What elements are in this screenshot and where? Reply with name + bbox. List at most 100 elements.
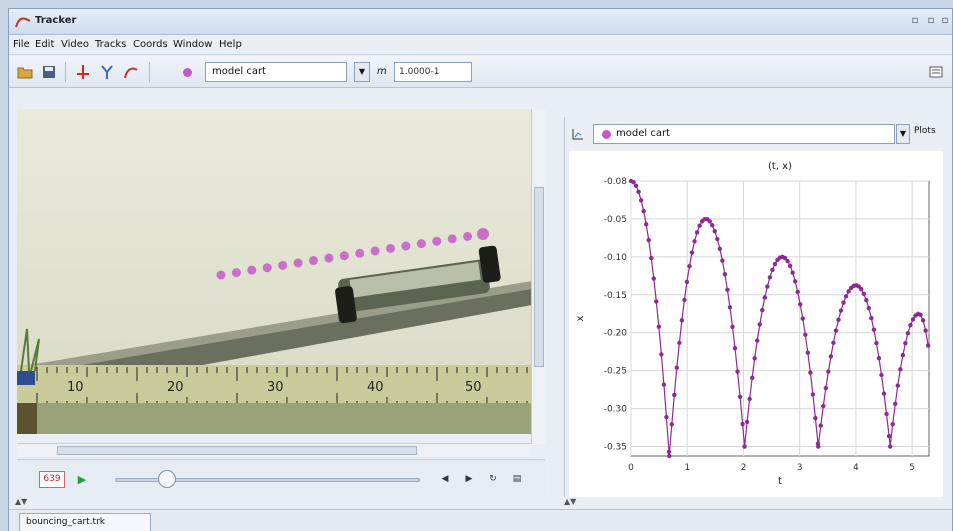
data-point xyxy=(795,289,800,295)
minimize-icon[interactable]: ▫ xyxy=(911,15,919,26)
data-point xyxy=(818,423,823,428)
menu-coords[interactable]: Coords xyxy=(133,39,168,50)
menu-window[interactable]: Window xyxy=(173,39,213,50)
ruler-label: 30 xyxy=(267,380,284,395)
menu-file[interactable]: File xyxy=(13,39,30,50)
data-point xyxy=(831,340,836,345)
data-point xyxy=(861,291,866,297)
data-point xyxy=(664,414,669,420)
menu-help[interactable]: Help xyxy=(219,39,242,50)
data-point xyxy=(722,271,728,277)
data-point xyxy=(923,328,928,333)
ruler-label: 50 xyxy=(465,380,482,395)
data-point xyxy=(792,279,798,284)
settings-icon[interactable]: ▤ xyxy=(512,474,522,484)
data-point xyxy=(742,444,747,449)
video-vertical-scrollbar[interactable] xyxy=(531,109,546,444)
data-point xyxy=(841,300,846,305)
calibration-icon[interactable] xyxy=(97,62,117,82)
axes-icon[interactable] xyxy=(73,62,93,82)
x-tick-label: 1 xyxy=(684,463,690,473)
data-point xyxy=(908,323,913,328)
mass-field[interactable]: 1.0000-1 xyxy=(394,62,472,82)
data-point xyxy=(749,375,755,380)
trail-point xyxy=(386,243,396,253)
scroll-thumb[interactable] xyxy=(534,187,544,367)
menu-video[interactable]: Video xyxy=(61,39,90,50)
data-point xyxy=(905,330,911,336)
split-divider-icon[interactable]: ▲▼ xyxy=(564,497,577,506)
data-point xyxy=(823,385,829,391)
player-bar: 639 ▶ ◀ ▶ ↻ ▤ xyxy=(17,459,545,497)
plots-button[interactable]: Plots xyxy=(914,126,936,136)
tracker-window: Tracker ▫ ▫ ▫ File Edit Video Tracks Coo… xyxy=(8,8,953,531)
data-point xyxy=(838,308,844,313)
chart-title: (t, x) xyxy=(768,161,792,172)
trail-point xyxy=(262,263,272,273)
data-point xyxy=(821,403,826,409)
data-point xyxy=(782,255,788,261)
slider-knob[interactable] xyxy=(157,470,176,488)
video-horizontal-scrollbar[interactable] xyxy=(17,443,531,457)
data-point xyxy=(805,350,811,355)
data-point xyxy=(903,340,908,346)
track-selector[interactable]: model cart xyxy=(205,62,347,82)
trail-point xyxy=(278,260,288,270)
data-point xyxy=(864,297,869,303)
data-point xyxy=(816,444,821,449)
data-point xyxy=(659,352,664,357)
data-point xyxy=(757,322,762,327)
data-point xyxy=(888,444,893,449)
trail-icon[interactable] xyxy=(121,62,141,82)
data-point xyxy=(785,258,790,264)
play-icon[interactable]: ▶ xyxy=(77,473,87,486)
video-view[interactable]: 10 20 30 40 50 xyxy=(17,109,532,434)
chevron-down-icon[interactable]: ▼ xyxy=(354,62,370,82)
open-icon[interactable] xyxy=(15,62,35,82)
chevron-down-icon[interactable]: ▼ xyxy=(896,124,910,144)
frame-slider[interactable] xyxy=(115,478,420,482)
close-icon[interactable]: ▫ xyxy=(941,15,949,26)
trail-point xyxy=(231,268,241,278)
plot-track-selector[interactable]: model cart xyxy=(593,124,895,144)
scroll-thumb[interactable] xyxy=(57,446,417,455)
frame-counter[interactable]: 639 xyxy=(39,471,65,488)
data-point xyxy=(810,392,816,397)
data-point xyxy=(697,223,702,228)
data-point xyxy=(767,275,773,280)
plot-area[interactable]: (t, x) 0 1 2 3 4 5 -0.08 -0.05 -0.10 -0.15 -0.20 -0.… xyxy=(569,151,943,497)
step-forward-icon[interactable]: ▶ xyxy=(465,474,473,484)
data-point xyxy=(679,318,685,323)
data-point xyxy=(798,302,803,307)
notes-icon[interactable] xyxy=(926,62,946,82)
plot-axes-icon[interactable] xyxy=(571,127,585,141)
save-icon[interactable] xyxy=(39,62,59,82)
loop-icon[interactable]: ↻ xyxy=(489,474,497,484)
cart xyxy=(335,245,501,324)
data-point xyxy=(803,332,808,337)
menu-tracks[interactable]: Tracks xyxy=(95,39,127,50)
data-point xyxy=(692,239,697,244)
title-bar: Tracker ▫ ▫ ▫ xyxy=(9,9,952,35)
maximize-icon[interactable]: ▫ xyxy=(927,15,935,26)
step-back-icon[interactable]: ◀ xyxy=(441,474,449,484)
menu-edit[interactable]: Edit xyxy=(35,39,55,50)
data-point xyxy=(874,340,879,346)
trail-point xyxy=(324,253,334,263)
data-point xyxy=(672,392,677,398)
data-point xyxy=(651,276,656,281)
ruler xyxy=(17,365,532,403)
data-point xyxy=(846,289,851,294)
file-tab[interactable]: bouncing_cart.trk xyxy=(19,513,151,531)
data-point xyxy=(918,312,923,318)
data-point xyxy=(886,433,892,439)
data-point xyxy=(649,255,654,261)
x-tick-label: 3 xyxy=(797,463,803,473)
split-divider-icon[interactable]: ▲▼ xyxy=(15,497,28,506)
x-tick-label: 5 xyxy=(909,463,915,473)
track-color-icon xyxy=(183,68,192,77)
data-point xyxy=(884,411,889,417)
tracker-app-icon xyxy=(15,17,31,28)
y-tick-label: -0.30 xyxy=(604,405,628,415)
menu-bar: File Edit Video Tracks Coords Window Hel… xyxy=(9,35,952,55)
